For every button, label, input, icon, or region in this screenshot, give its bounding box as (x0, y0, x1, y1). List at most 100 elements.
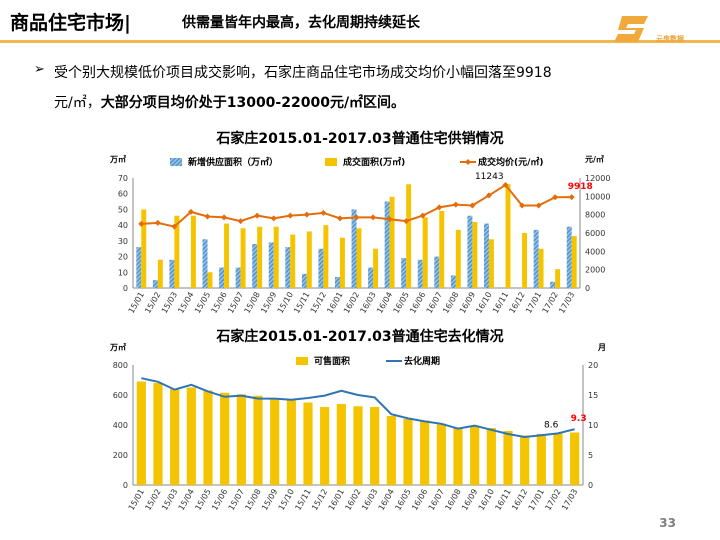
y-tick-label-right: 8000 (585, 211, 605, 220)
price-marker (204, 213, 211, 220)
price-marker (237, 218, 244, 225)
header-divider (0, 40, 720, 43)
available-area-bar (253, 395, 263, 485)
legend-swatch (296, 357, 308, 365)
page-number: 33 (659, 516, 676, 530)
available-area-bar (370, 407, 380, 485)
available-area-bar (203, 390, 213, 485)
available-area-bar (320, 407, 330, 485)
bullet-arrow-icon: ➢ (34, 62, 45, 77)
y-unit-right: 月 (597, 343, 606, 352)
supply-bar (533, 229, 539, 288)
supply-bar (318, 248, 324, 288)
price-marker (154, 219, 161, 226)
deal-bar (406, 184, 412, 288)
legend-label: 成交面积(万㎡) (343, 156, 405, 168)
legend-label: 可售面积 (314, 355, 350, 367)
company-logo-icon (614, 16, 648, 42)
available-area-bar (420, 420, 430, 485)
supply-bar (368, 267, 374, 288)
bullet-text-line2: 元/㎡，大部分项目均价处于13000-22000元/㎡区间。 (54, 92, 405, 112)
x-tick-label: 17/03 (560, 488, 579, 512)
price-marker (370, 214, 377, 221)
deal-bar (273, 226, 279, 288)
deal-bar (356, 228, 362, 288)
supply-bar (169, 259, 175, 288)
deal-bar (422, 217, 428, 288)
deal-bar (555, 269, 561, 288)
logo-text: 云房数据 (656, 35, 684, 43)
y-tick-label-left: 60 (118, 190, 128, 199)
y-tick-label-right: 5 (588, 451, 593, 460)
bullet-text-line1: 受个别大规模低价项目成交影响，石家庄商品住宅市场成交均价小幅回落至9918 (54, 65, 552, 81)
supply-sales-chart: 0 10 20 30 40 50 60 70 0 2000 4000 6000 8000 10000 120… (109, 154, 610, 315)
price-marker (320, 209, 327, 216)
page-subtitle: 供需量皆年内最高，去化周期持续延长 (182, 15, 420, 31)
price-marker (138, 220, 145, 227)
y-tick-label-left: 20 (118, 253, 128, 262)
supply-bar (467, 215, 473, 288)
y-tick-label-left: 70 (118, 174, 128, 183)
supply-bar (219, 267, 225, 288)
available-area-bar (403, 419, 413, 485)
supply-bar (235, 267, 241, 288)
y-tick-label-left: 50 (118, 205, 128, 214)
price-marker (353, 214, 360, 221)
y-tick-label-left: 400 (113, 421, 128, 430)
y-tick-label-left: 30 (118, 237, 128, 246)
y-tick-label-right: 6000 (585, 229, 605, 238)
deal-bar (306, 231, 312, 288)
price-marker (171, 223, 178, 230)
supply-bar (550, 281, 556, 288)
price-marker (502, 181, 509, 188)
legend-marker (465, 159, 471, 165)
deal-bar (522, 233, 528, 288)
data-annotation: 11243 (475, 172, 504, 182)
deal-bar (207, 272, 213, 288)
legend-swatch (325, 158, 337, 166)
y-tick-label-right: 10000 (585, 192, 610, 201)
page-title: 商品住宅市场| (10, 12, 131, 34)
price-marker (535, 202, 542, 209)
available-area-bar (236, 394, 246, 485)
y-tick-label-left: 800 (113, 361, 128, 370)
legend-swatch (170, 158, 182, 166)
supply-bar (268, 242, 274, 288)
supply-bar (384, 201, 390, 288)
supply-bar (202, 239, 208, 288)
price-marker (519, 202, 526, 209)
y-tick-label-right: 15 (588, 391, 598, 400)
price-marker (568, 194, 575, 201)
supply-bar (136, 247, 142, 288)
price-marker (419, 212, 426, 219)
supply-bar (483, 223, 489, 288)
price-marker (254, 212, 261, 219)
bullet-text-plain: 元/㎡， (54, 95, 101, 111)
x-tick-label: 17/03 (557, 291, 576, 315)
deal-bar (488, 239, 494, 288)
supply-bar (450, 275, 456, 288)
deal-bar (339, 237, 345, 288)
supply-bar (301, 273, 307, 288)
available-area-bar (270, 398, 280, 485)
deal-bar (174, 215, 180, 288)
price-marker (336, 215, 343, 222)
available-area-bar (303, 402, 313, 485)
legend-label: 去化周期 (404, 355, 440, 367)
price-marker (436, 204, 443, 211)
available-area-bar (336, 404, 346, 485)
supply-bar (252, 244, 258, 288)
y-tick-label-right: 20 (588, 361, 598, 370)
supply-bar (401, 258, 407, 288)
y-tick-label-right: 2000 (585, 266, 605, 275)
supply-bar (152, 280, 158, 288)
deal-bar (455, 229, 461, 288)
deal-bar (505, 184, 511, 288)
deal-bar (190, 215, 196, 288)
available-area-bar (153, 383, 163, 485)
y-tick-label-left: 40 (118, 221, 128, 230)
y-tick-label-right: 0 (588, 481, 593, 490)
y-tick-label-left: 600 (113, 391, 128, 400)
available-area-bar (220, 392, 230, 485)
supply-bar (334, 277, 340, 288)
